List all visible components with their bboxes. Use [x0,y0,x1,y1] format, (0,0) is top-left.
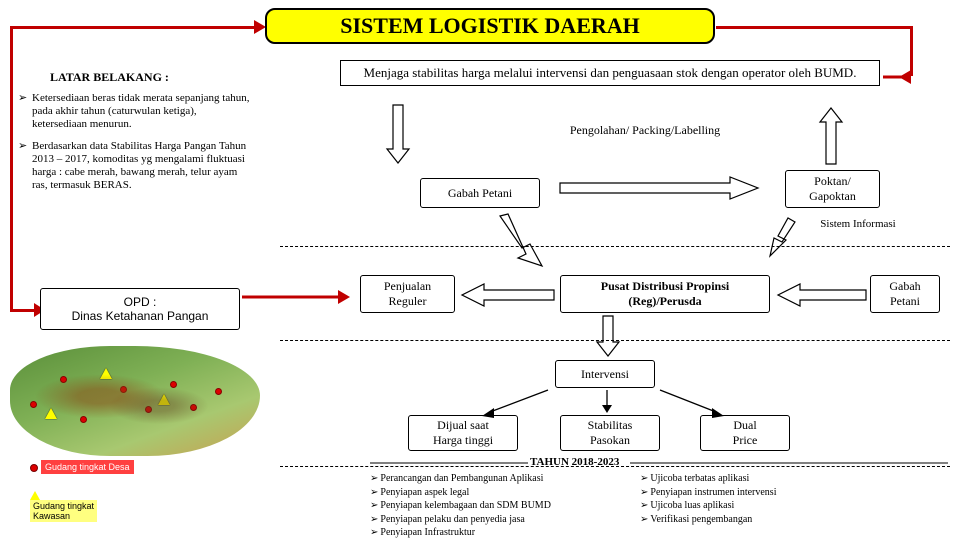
arrow-desc-down [385,105,411,165]
pengolahan-label: Pengolahan/ Packing/Labelling [530,120,760,141]
arrow-int-mid [600,390,614,414]
latar-item: Berdasarkan data Stabilitas Harga Pangan… [18,140,250,193]
connector-h3 [716,26,913,29]
arrow-pusat-intervensi [595,316,621,358]
dijual-box: Dijual saat Harga tinggi [408,415,518,451]
arrow-gabah1-pusat [490,210,580,275]
latar-item: Ketersediaan beras tidak merata sepanjan… [18,92,250,132]
gabah-petani-1: Gabah Petani [420,178,540,208]
connector-v1 [10,26,13,311]
dash-2 [280,340,950,341]
stabilitas-box: Stabilitas Pasokan [560,415,660,451]
opd-line1: OPD : [124,295,157,309]
connector-v2b [910,26,913,46]
page-title: SISTEM LOGISTIK DAERAH [265,8,715,44]
arrow-pusat-penjualan [460,283,554,307]
connector-h2 [10,309,36,312]
dual-price-box: Dual Price [700,415,790,451]
arrow-gabah-poktan [560,175,760,201]
intervensi-box: Intervensi [555,360,655,388]
plan-left: Perancangan dan Pembangunan Aplikasi Pen… [370,472,551,540]
arrow-gabah2-pusat [776,283,866,307]
arrow-poktan-up [818,108,844,166]
arrow-int-right [658,388,728,418]
tahun-label: TAHUN 2018-2023 [530,456,619,468]
legend-desa: Gudang tingkat Desa [30,460,134,474]
arrow-into-desc [883,70,911,84]
penjualan-box: Penjualan Reguler [360,275,455,313]
description-box: Menjaga stabilitas harga melalui interve… [340,60,880,86]
connector-h1 [10,26,256,29]
latar-list: Ketersediaan beras tidak merata sepanjan… [18,92,250,200]
pusat-distribusi-box: Pusat Distribusi Propinsi (Reg)/Perusda [560,275,770,313]
opd-box: OPD : Dinas Ketahanan Pangan [40,288,240,330]
dash-1 [280,246,950,247]
arrow-opd-penjualan [242,290,352,304]
map-image [10,346,260,456]
legend-kawasan: Gudang tingkat Kawasan [30,480,97,522]
arrow-poktan-pusat [720,212,800,272]
opd-line2: Dinas Ketahanan Pangan [72,309,209,323]
latar-heading: LATAR BELAKANG : [50,70,169,85]
plan-right: Ujicoba terbatas aplikasi Penyiapan inst… [640,472,776,526]
tahun-line-left [370,462,528,464]
arrow-int-left [480,388,550,418]
poktan-box: Poktan/ Gapoktan [785,170,880,208]
tahun-line-right [630,462,948,464]
sistem-informasi-label: Sistem Informasi [798,215,918,233]
gabah-petani-2: Gabah Petani [870,275,940,313]
